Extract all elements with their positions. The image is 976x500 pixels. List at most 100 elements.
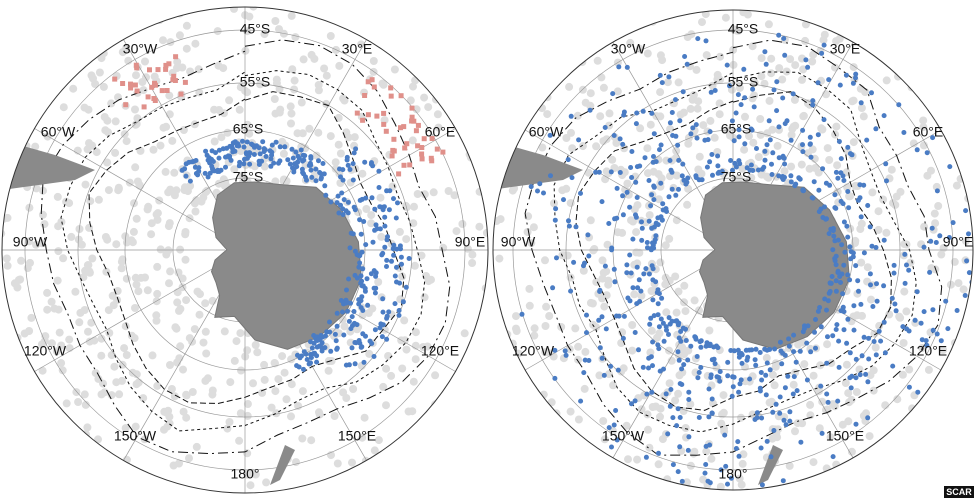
- blue-point: [257, 151, 263, 157]
- map-body: [493, 10, 973, 490]
- grey-point: [110, 362, 119, 371]
- blue-point: [318, 175, 324, 181]
- blue-point: [847, 277, 853, 283]
- blue-point: [633, 121, 639, 127]
- blue-point: [384, 257, 390, 263]
- blue-point: [253, 143, 259, 149]
- grey-point: [871, 343, 880, 352]
- blue-point: [392, 301, 398, 307]
- blue-point: [680, 89, 686, 95]
- blue-point: [306, 163, 312, 168]
- grey-point: [83, 423, 92, 432]
- blue-point: [850, 254, 856, 260]
- grey-point: [849, 96, 858, 105]
- lat-label: 45°S: [240, 21, 271, 37]
- blue-point: [370, 239, 376, 245]
- blue-point: [629, 149, 635, 154]
- blue-point: [347, 245, 353, 251]
- blue-point: [697, 339, 703, 345]
- blue-point: [950, 220, 956, 226]
- blue-point: [660, 320, 666, 326]
- blue-point: [303, 351, 309, 357]
- blue-point: [815, 308, 821, 314]
- grey-point: [147, 219, 156, 228]
- grey-point: [260, 162, 269, 171]
- grey-point: [170, 392, 179, 401]
- blue-point: [853, 421, 859, 427]
- grey-point: [131, 105, 139, 114]
- grey-point: [874, 225, 883, 234]
- blue-point: [755, 167, 761, 173]
- meridian: [34, 128, 228, 241]
- blue-point: [547, 132, 553, 138]
- blue-point: [620, 141, 626, 147]
- blue-point: [361, 219, 367, 224]
- grey-point: [201, 299, 210, 308]
- blue-point: [372, 206, 378, 212]
- blue-point: [230, 146, 236, 152]
- blue-point: [776, 155, 782, 161]
- blue-point: [801, 326, 807, 332]
- blue-point: [665, 431, 671, 437]
- red-point: [134, 88, 140, 94]
- grey-point: [618, 228, 627, 237]
- red-point: [429, 158, 435, 164]
- blue-point: [351, 150, 357, 156]
- blue-point: [688, 343, 694, 349]
- grey-point: [867, 295, 875, 304]
- blue-point: [921, 244, 927, 250]
- blue-point: [805, 323, 811, 329]
- blue-point: [376, 168, 382, 174]
- blue-point: [670, 415, 676, 421]
- red-point: [389, 153, 395, 159]
- red-point: [415, 122, 421, 128]
- grey-point: [402, 345, 411, 354]
- blue-point: [661, 338, 667, 344]
- grey-point: [857, 258, 866, 267]
- grey-point: [71, 287, 80, 296]
- grey-point: [930, 209, 939, 218]
- grey-point: [166, 267, 175, 276]
- grey-point: [85, 268, 94, 277]
- grey-point: [43, 288, 52, 297]
- blue-point: [644, 391, 650, 397]
- grey-point: [431, 371, 440, 380]
- grey-point: [94, 435, 102, 444]
- blue-point: [565, 157, 571, 163]
- grey-point: [603, 240, 612, 249]
- blue-point: [858, 301, 864, 307]
- grey-point: [80, 103, 89, 112]
- blue-point: [743, 347, 749, 353]
- red-point: [134, 65, 140, 71]
- grey-point: [117, 264, 126, 273]
- blue-point: [735, 439, 741, 445]
- blue-point: [396, 312, 402, 318]
- grey-point: [799, 65, 808, 74]
- grey-point: [374, 436, 383, 445]
- blue-point: [357, 197, 363, 203]
- blue-point: [322, 183, 328, 189]
- red-point: [391, 136, 397, 142]
- red-point: [419, 151, 425, 157]
- blue-point: [351, 204, 357, 210]
- blue-point: [881, 237, 887, 243]
- grey-point: [55, 328, 64, 337]
- grey-point: [764, 20, 773, 29]
- grey-point: [713, 148, 722, 156]
- blue-point: [779, 361, 785, 367]
- blue-point: [736, 158, 742, 164]
- blue-point: [742, 141, 748, 147]
- blue-point: [624, 270, 630, 276]
- blue-point: [736, 389, 742, 395]
- grey-point: [732, 10, 741, 11]
- blue-point: [603, 326, 609, 332]
- grey-point: [132, 380, 141, 389]
- red-point: [391, 148, 397, 154]
- blue-point: [855, 197, 861, 203]
- red-point: [440, 149, 446, 155]
- blue-point: [675, 469, 681, 475]
- blue-point: [874, 298, 880, 304]
- blue-point: [744, 165, 750, 171]
- blue-point: [906, 384, 912, 390]
- blue-point: [371, 285, 377, 291]
